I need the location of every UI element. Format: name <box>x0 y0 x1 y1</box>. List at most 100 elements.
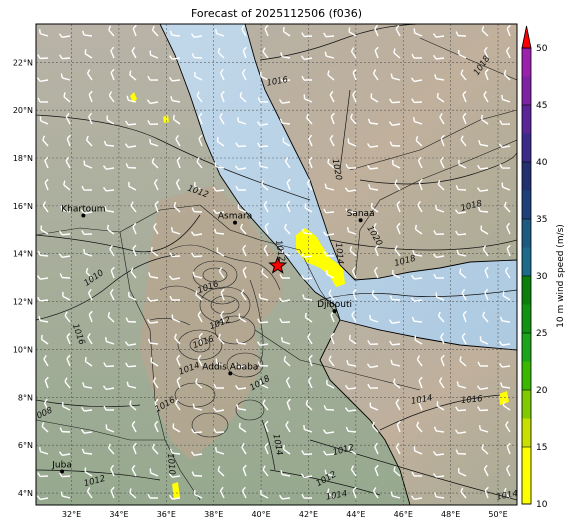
isobar-label: 1014 <box>270 433 284 456</box>
colorbar-bin <box>522 447 531 476</box>
wind-barb <box>458 159 467 169</box>
wind-barb <box>108 25 115 37</box>
wind-barb <box>196 157 203 169</box>
wind-barb <box>285 376 291 389</box>
wind-barb <box>242 244 247 257</box>
wind-barb <box>241 486 247 499</box>
wind-barb <box>80 429 93 434</box>
wind-barb <box>350 113 357 125</box>
wind-barb <box>279 494 291 500</box>
isobar-label: 1016 <box>266 75 290 89</box>
wind-barb <box>103 362 115 368</box>
map-frame <box>35 23 518 506</box>
wind-barb <box>454 429 467 435</box>
city-dot <box>358 218 363 223</box>
wind-barb <box>440 354 445 367</box>
isobar-label: 1014 <box>333 242 345 264</box>
longitude-tick-labels: 32°E 34°E 36°E 38°E 40°E 42°E 44°E 46°E 48°E 50°E <box>62 510 508 519</box>
wind-barb <box>499 120 511 126</box>
wind-barb <box>146 99 159 105</box>
wind-barb <box>502 400 511 411</box>
wind-barb <box>88 310 93 323</box>
colorbar-tick-label: 15 <box>536 443 547 453</box>
wind-barb <box>459 268 467 279</box>
wind-barb <box>481 26 489 37</box>
wind-barb <box>455 31 467 37</box>
wind-barb <box>503 69 511 81</box>
wind-barb <box>242 46 247 59</box>
wind-barb <box>241 68 247 81</box>
wind-barb <box>437 179 445 191</box>
wind-barb <box>283 356 291 367</box>
wind-barb <box>88 90 93 103</box>
wind-barb <box>324 183 335 191</box>
wind-barb <box>352 68 357 81</box>
wind-barb <box>455 185 467 191</box>
wind-barb <box>39 116 49 125</box>
wind-barb <box>410 77 423 83</box>
wind-barb <box>278 76 291 82</box>
wind-barb <box>215 358 225 367</box>
wind-barb <box>345 163 357 169</box>
wind-barb <box>417 156 423 169</box>
colorbar-bin <box>522 475 531 504</box>
wind-barb <box>500 382 511 389</box>
wind-barb <box>194 71 203 81</box>
wind-barb <box>214 447 225 455</box>
wind-barb <box>87 333 93 345</box>
wind-zone-small-3 <box>172 482 180 500</box>
wind-barb <box>262 47 269 59</box>
wind-zone-small-4 <box>499 391 509 405</box>
wind-barb <box>345 208 357 214</box>
wind-barb <box>323 32 335 38</box>
wind-barb <box>240 289 247 301</box>
wind-barb <box>215 28 225 37</box>
wind-barb <box>174 333 181 345</box>
colorbar-bin <box>522 304 531 333</box>
wind-barb <box>109 288 115 301</box>
wind-barb <box>150 357 159 367</box>
wind-barb <box>218 267 225 279</box>
wind-barb <box>388 319 401 324</box>
wind-barb <box>175 178 181 191</box>
wind-barb <box>169 252 181 258</box>
wind-barb <box>505 464 511 477</box>
wind-barb <box>190 231 203 237</box>
city-dot <box>332 309 337 314</box>
wind-barb <box>171 314 181 323</box>
wind-barb <box>260 71 269 81</box>
wind-barb <box>478 425 489 433</box>
wind-barb <box>483 46 489 59</box>
wind-barb <box>234 165 247 171</box>
wind-barb <box>322 429 335 434</box>
isobar-label: 1014 <box>496 489 519 503</box>
wind-barb <box>301 75 313 81</box>
wind-barb <box>345 426 357 433</box>
wind-barb <box>84 467 93 477</box>
wind-barb <box>327 158 335 169</box>
wind-barb <box>257 318 269 324</box>
wind-barb <box>390 73 401 81</box>
wind-barb <box>63 92 71 103</box>
wind-barb <box>37 296 49 302</box>
city-label: Asmara <box>218 212 252 222</box>
wind-barb <box>125 362 137 368</box>
wind-barb <box>214 162 225 169</box>
wind-zone-small-2 <box>163 115 169 123</box>
wind-barb <box>476 187 489 192</box>
wind-barb <box>124 143 137 148</box>
wind-barb <box>241 24 247 37</box>
wind-barb <box>197 310 203 323</box>
wind-barb <box>124 341 137 347</box>
wind-barb <box>330 332 335 345</box>
wind-barb <box>106 115 115 125</box>
wind-barb <box>103 405 115 411</box>
colorbar-bin <box>522 361 531 390</box>
wind-barb <box>147 75 159 81</box>
wind-barb <box>498 143 511 149</box>
wind-barb <box>149 138 159 147</box>
wind-barb <box>350 47 357 59</box>
city-label: Juba <box>51 460 72 470</box>
wind-barb <box>64 377 71 389</box>
wind-barb <box>148 272 159 279</box>
